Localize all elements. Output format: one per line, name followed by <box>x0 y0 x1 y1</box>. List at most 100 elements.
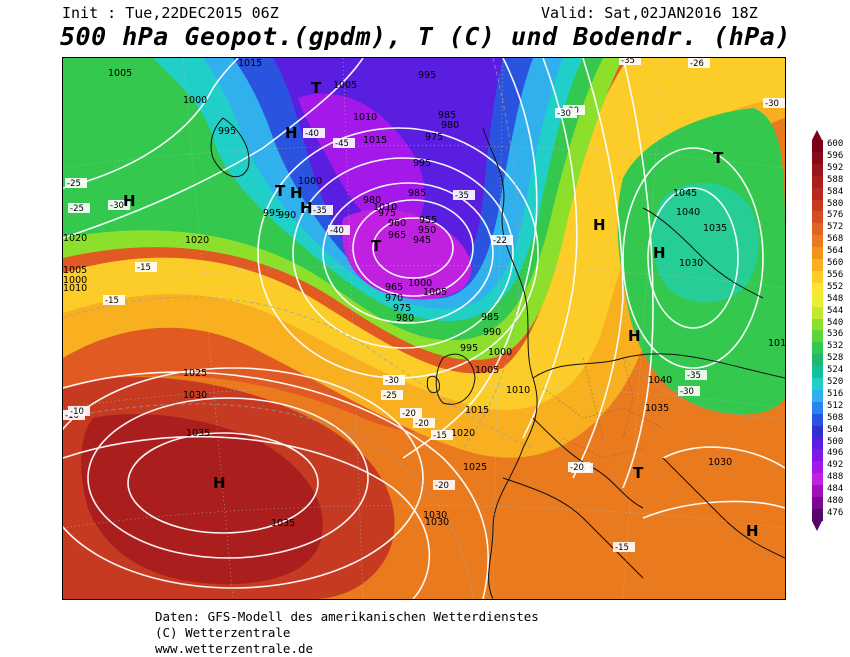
legend-swatch <box>812 485 823 498</box>
legend-entry: 592 <box>812 163 850 176</box>
pressure-label: 990 <box>278 210 296 221</box>
low-pressure-center: T <box>713 149 724 167</box>
temperature-label-bg <box>413 418 435 428</box>
pressure-label: 945 <box>413 235 431 246</box>
temperature-label: -10 <box>70 407 84 417</box>
legend-entry: 600 <box>812 139 850 152</box>
legend-entry: 532 <box>812 341 850 355</box>
legend-swatch <box>812 187 823 200</box>
pressure-label: 1035 <box>271 518 295 529</box>
legend-label: 572 <box>827 222 844 233</box>
temperature-label: -30 <box>385 376 399 386</box>
legend-swatch <box>812 437 823 450</box>
temperature-label: -35 <box>455 191 469 201</box>
pressure-label: 1030 <box>679 258 703 269</box>
legend-swatch <box>812 461 823 474</box>
legend-entry: 536 <box>812 329 850 343</box>
temperature-label: -45 <box>335 139 349 149</box>
pressure-label: 995 <box>218 126 236 137</box>
pressure-label: 955 <box>419 215 437 226</box>
temperature-label-bg <box>311 205 333 215</box>
pressure-label: 995 <box>460 343 478 354</box>
temperature-label-bg <box>65 178 87 188</box>
legend-label: 492 <box>827 460 844 471</box>
low-pressure-center: T <box>371 237 382 255</box>
pressure-label: 1015 <box>768 338 785 349</box>
pressure-label: 965 <box>388 230 406 241</box>
legend-label: 520 <box>827 377 844 387</box>
footer-copyright: (C) Wetterzentrale <box>155 625 291 640</box>
temperature-label-bg <box>68 203 90 213</box>
pressure-label: 1030 <box>708 457 732 468</box>
legend-swatch <box>812 235 823 248</box>
legend-entry: 572 <box>812 222 850 236</box>
legend-swatch <box>812 413 823 426</box>
temperature-label-bg <box>619 58 641 65</box>
temperature-label: -40 <box>330 226 344 236</box>
temperature-label-bg <box>491 235 513 245</box>
legend-entry: 500 <box>812 436 850 450</box>
legend-label: 480 <box>827 496 844 506</box>
pressure-label: 985 <box>408 188 426 199</box>
pressure-label: 1020 <box>185 235 209 246</box>
pressure-label: 1015 <box>238 58 262 69</box>
legend-label: 524 <box>827 365 844 376</box>
legend-label: 508 <box>827 412 844 423</box>
temperature-label: -20 <box>435 481 449 491</box>
legend-entry: 556 <box>812 270 850 283</box>
temperature-label: -35 <box>621 58 635 66</box>
legend-entry: 564 <box>812 246 850 260</box>
legend-swatch <box>812 425 823 438</box>
legend-label: 552 <box>827 281 844 292</box>
pressure-label: 960 <box>388 218 406 229</box>
legend-label: 588 <box>827 174 844 185</box>
legend-swatch <box>812 318 823 331</box>
borders <box>542 357 664 459</box>
pressure-label: 1005 <box>423 287 447 298</box>
legend-entry: 560 <box>812 258 850 271</box>
legend-swatch <box>812 401 823 414</box>
legend-label: 500 <box>827 436 844 447</box>
legend-swatch <box>812 223 823 236</box>
legend-label: 564 <box>827 246 844 257</box>
temperature-label-bg <box>383 375 405 385</box>
legend-entry: 588 <box>812 174 850 188</box>
pressure-label: 985 <box>438 110 456 121</box>
pressure-label: 995 <box>413 158 431 169</box>
pressure-label: 1010 <box>63 283 87 294</box>
legend-label: 504 <box>827 424 844 435</box>
footer-source: Daten: GFS-Modell des amerikanischen Wet… <box>155 609 539 624</box>
legend-swatch <box>812 175 823 188</box>
coastlines <box>210 117 785 599</box>
legend-swatch <box>812 366 823 379</box>
temperature-label-bg <box>568 462 590 472</box>
temperature-label-bg <box>678 386 700 396</box>
pressure-label: 965 <box>385 282 403 293</box>
legend-entry: 544 <box>812 306 850 319</box>
temperature-label-bg <box>381 390 403 400</box>
pressure-label: 970 <box>385 293 403 304</box>
pressure-label: 980 <box>396 313 414 324</box>
legend-label: 568 <box>827 234 844 245</box>
legend-entry: 580 <box>812 199 850 212</box>
legend-entry: 540 <box>812 318 850 331</box>
legend-label: 512 <box>827 400 844 411</box>
legend-swatch <box>812 259 823 271</box>
pressure-label: 980 <box>441 120 459 131</box>
legend-entry: 528 <box>812 353 850 367</box>
pressure-label: 1030 <box>423 510 447 521</box>
low-pressure-center: T <box>633 464 644 482</box>
valid-time: Valid: Sat,02JAN2016 18Z <box>541 4 758 22</box>
pressure-label: 1030 <box>183 390 207 401</box>
legend-swatch <box>812 163 823 176</box>
legend-label: 496 <box>827 448 844 459</box>
legend-swatch <box>812 306 823 319</box>
legend-swatch <box>812 473 823 486</box>
legend-entry: 492 <box>812 460 850 474</box>
legend-label: 576 <box>827 210 844 221</box>
pressure-label: 1040 <box>648 375 672 386</box>
temperature-label-bg <box>328 225 350 235</box>
legend-entry: 576 <box>812 210 850 224</box>
legend-entry: 568 <box>812 234 850 248</box>
high-pressure-center: H <box>653 244 666 262</box>
